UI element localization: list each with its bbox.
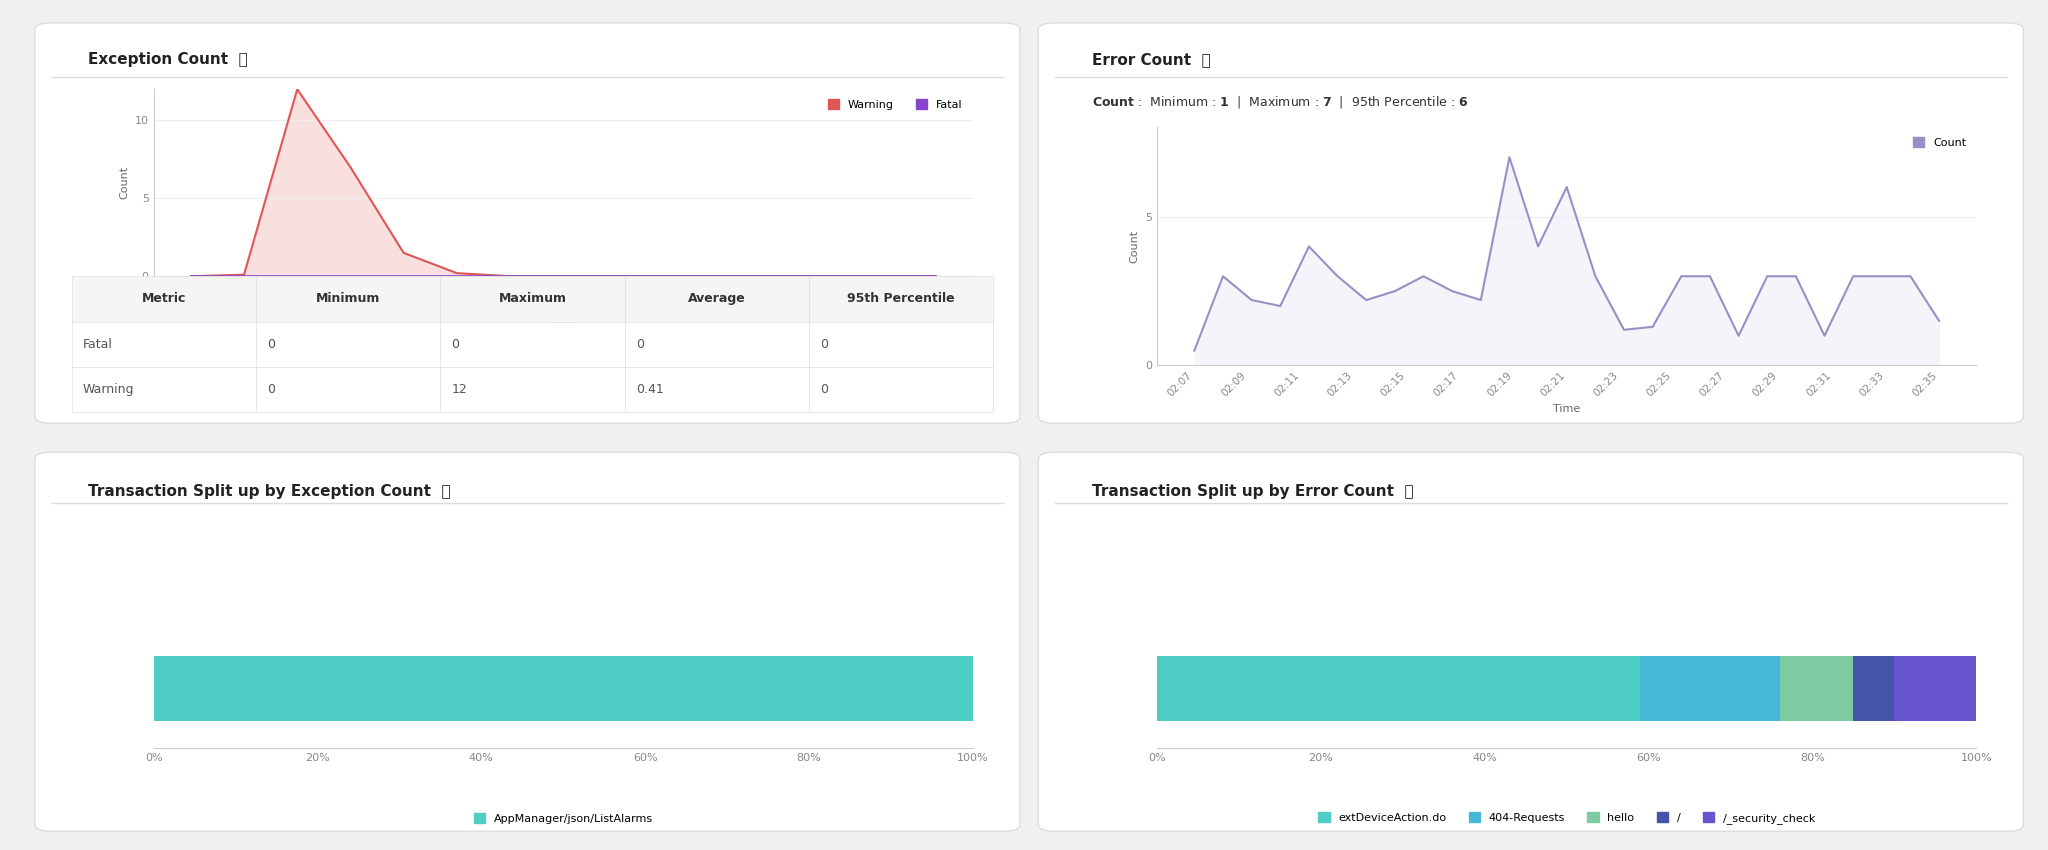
Bar [1640, 656, 1780, 721]
Text: Exception Count  ⓘ: Exception Count ⓘ [88, 52, 248, 67]
Text: Transaction Split up by Error Count  ⓘ: Transaction Split up by Error Count ⓘ [1092, 484, 1413, 499]
Legend: extDeviceAction.do, 404-Requests, hello, /, /_security_check: extDeviceAction.do, 404-Requests, hello,… [1315, 808, 1819, 828]
Legend: AppManager/json/ListAlarms: AppManager/json/ListAlarms [469, 808, 657, 828]
Bar [1894, 656, 1976, 721]
X-axis label: Time: Time [1552, 405, 1581, 414]
Bar [1157, 656, 1640, 721]
Text: $\bf{Count}$ :  Minimum : $\bf{1}$  |  Maximum : $\bf{7}$  |  95th Percentile : : $\bf{Count}$ : Minimum : $\bf{1}$ | Maxi… [1092, 94, 1468, 110]
Y-axis label: Count: Count [119, 167, 129, 199]
Bar [1853, 656, 1894, 721]
Bar [1780, 656, 1853, 721]
X-axis label: Time: Time [549, 315, 578, 325]
Legend: Count: Count [1909, 133, 1970, 153]
Y-axis label: Count: Count [1130, 230, 1139, 263]
Bar [154, 656, 973, 721]
Text: Error Count  ⓘ: Error Count ⓘ [1092, 52, 1210, 67]
Legend: Warning, Fatal: Warning, Fatal [823, 95, 967, 115]
Text: Transaction Split up by Exception Count  ⓘ: Transaction Split up by Exception Count … [88, 484, 451, 499]
